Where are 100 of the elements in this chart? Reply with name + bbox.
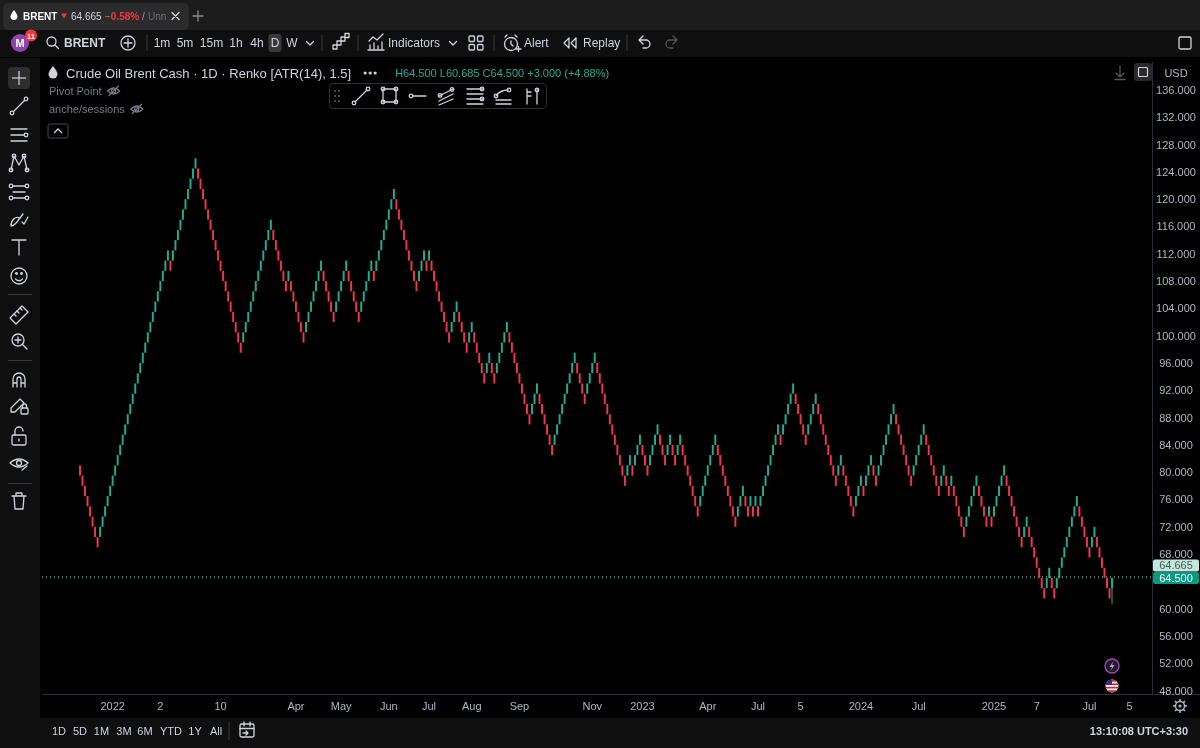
text: 1D — [51, 725, 67, 737]
candlestick — [993, 506, 995, 517]
candlestick — [1078, 506, 1081, 517]
candlestick — [232, 311, 235, 323]
candlestick — [940, 475, 943, 486]
candlestick — [99, 526, 102, 538]
y-tick-label: 116.000 — [1156, 220, 1196, 233]
y-tick-label: 52.000 — [1159, 657, 1193, 670]
candlestick — [126, 414, 129, 425]
x-tick-label: 2022 — [100, 700, 125, 712]
candlestick — [423, 250, 425, 261]
candlestick — [523, 393, 526, 404]
candlestick — [350, 281, 353, 292]
candlestick — [576, 362, 579, 374]
candlestick — [1000, 475, 1003, 486]
candlestick — [463, 332, 466, 343]
candlestick — [345, 260, 348, 271]
candlestick — [925, 434, 928, 445]
candlestick — [332, 311, 335, 323]
candlestick — [787, 403, 790, 415]
candlestick — [367, 270, 370, 282]
candlestick — [819, 414, 822, 425]
candlestick — [977, 485, 980, 497]
candlestick — [588, 373, 591, 384]
x-tick-label: 10 — [214, 700, 227, 712]
candlestick — [500, 342, 503, 353]
candlestick — [342, 270, 345, 282]
candlestick — [1020, 537, 1023, 548]
candlestick — [988, 506, 990, 517]
text: Alert — [524, 36, 550, 50]
ref-line-label: 64.665 — [1159, 559, 1193, 572]
candlestick — [1023, 526, 1026, 538]
candlestick — [864, 475, 867, 486]
candlestick — [741, 485, 744, 497]
candlestick — [772, 444, 775, 456]
candlestick — [817, 403, 820, 415]
candlestick — [809, 414, 812, 425]
candlestick — [664, 455, 667, 466]
candlestick — [917, 444, 920, 456]
candlestick — [792, 383, 795, 394]
candlestick — [505, 322, 508, 333]
candlestick — [465, 342, 468, 353]
candlestick — [942, 465, 945, 476]
candlestick — [166, 250, 169, 261]
candlestick — [116, 455, 119, 466]
candlestick — [960, 516, 963, 527]
text: BRENT — [64, 36, 106, 50]
candlestick — [111, 475, 114, 486]
candlestick — [1038, 567, 1041, 578]
candlestick — [797, 403, 800, 415]
candlestick — [699, 496, 702, 507]
candlestick — [204, 199, 207, 210]
candlestick — [415, 281, 418, 292]
candlestick — [455, 301, 458, 312]
candlestick — [935, 475, 938, 486]
candlestick — [849, 496, 852, 507]
candlestick — [802, 424, 805, 435]
ref-line-label: 64.500 — [1159, 571, 1193, 584]
candlestick — [525, 403, 528, 415]
candlestick — [119, 444, 122, 456]
candlestick — [950, 475, 953, 486]
y-tick-label: 108.000 — [1156, 275, 1196, 288]
candlestick — [229, 301, 232, 312]
x-tick-label: Apr — [287, 700, 305, 712]
text: 4h — [250, 36, 264, 50]
candlestick — [254, 281, 257, 292]
candlestick — [822, 424, 825, 435]
candlestick — [503, 332, 506, 343]
candlestick — [679, 434, 682, 445]
candlestick — [671, 444, 674, 456]
candlestick — [282, 270, 285, 282]
candlestick — [480, 362, 483, 374]
candlestick — [89, 506, 92, 517]
candlestick — [1083, 526, 1086, 538]
text: / — [142, 10, 145, 22]
candlestick — [192, 168, 194, 179]
candlestick — [274, 240, 277, 251]
candlestick — [711, 444, 714, 456]
x-tick-label: Aug — [461, 700, 482, 712]
candlestick — [837, 465, 840, 476]
y-tick-label: 80.000 — [1159, 466, 1193, 479]
candlestick — [1013, 506, 1016, 517]
y-tick-label: 128.000 — [1156, 138, 1196, 151]
x-tick-label: 2025 — [981, 700, 1007, 712]
candlestick — [495, 362, 498, 374]
candlestick — [556, 424, 559, 435]
annotation: anche/sessions — [49, 103, 126, 115]
candlestick — [1035, 557, 1038, 568]
candlestick — [79, 465, 81, 476]
candlestick — [854, 496, 857, 507]
candlestick — [982, 506, 985, 517]
candlestick — [754, 496, 757, 507]
candlestick — [159, 281, 162, 292]
candlestick — [794, 393, 797, 404]
y-tick-label: 84.000 — [1159, 438, 1193, 451]
candlestick — [751, 506, 754, 517]
candlestick — [1010, 496, 1013, 507]
candlestick — [171, 250, 174, 261]
candlestick — [249, 301, 252, 312]
candlestick — [739, 496, 742, 507]
